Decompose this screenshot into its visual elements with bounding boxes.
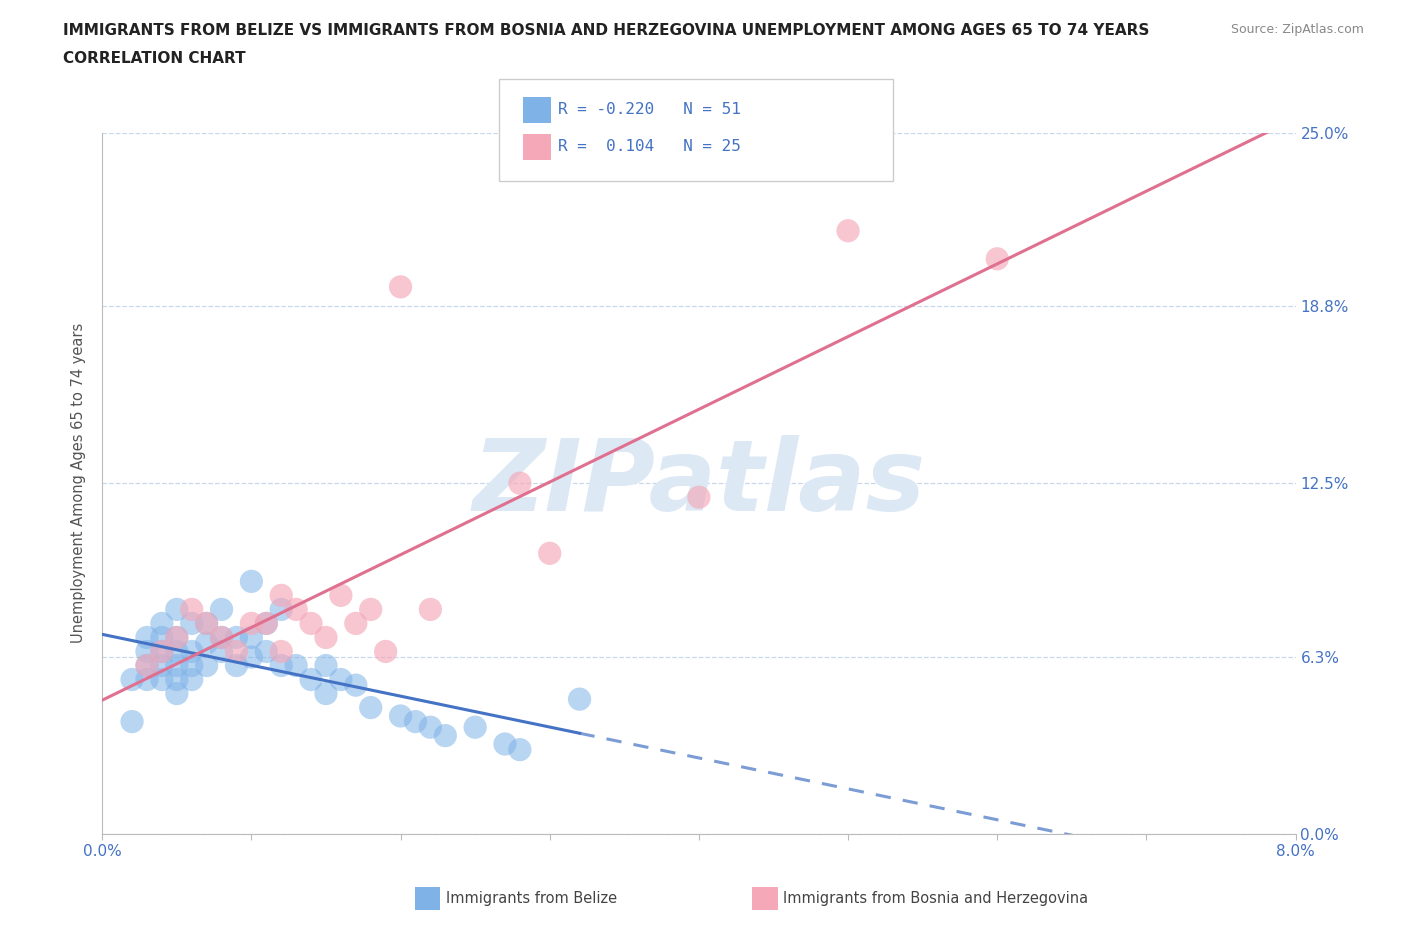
Text: Immigrants from Bosnia and Herzegovina: Immigrants from Bosnia and Herzegovina (783, 891, 1088, 906)
Point (180, 644, 202, 659)
Point (166, 630, 188, 644)
Point (166, 686, 188, 701)
Text: IMMIGRANTS FROM BELIZE VS IMMIGRANTS FROM BOSNIA AND HERZEGOVINA UNEMPLOYMENT AM: IMMIGRANTS FROM BELIZE VS IMMIGRANTS FRO… (63, 23, 1150, 38)
Point (240, 650, 263, 665)
Point (150, 616, 173, 631)
Point (538, 546, 561, 561)
Point (240, 630, 263, 644)
Point (195, 658, 218, 673)
Point (136, 630, 159, 644)
Point (389, 279, 412, 294)
Point (225, 644, 247, 659)
Point (180, 672, 202, 687)
Point (688, 490, 710, 505)
Point (180, 616, 202, 631)
Point (136, 644, 159, 659)
Point (195, 616, 218, 631)
Point (837, 223, 859, 238)
Point (195, 635, 218, 650)
Point (285, 658, 308, 673)
Point (270, 658, 292, 673)
Point (329, 672, 352, 687)
Text: R =  0.104   N = 25: R = 0.104 N = 25 (558, 140, 741, 154)
Point (494, 737, 516, 751)
Point (121, 714, 143, 729)
Point (211, 644, 233, 659)
Point (150, 672, 173, 687)
Point (211, 630, 233, 644)
Point (299, 616, 322, 631)
Point (419, 720, 441, 735)
Point (225, 630, 247, 644)
Point (374, 644, 396, 659)
Point (509, 742, 531, 757)
Point (509, 476, 531, 491)
Point (270, 644, 292, 659)
Point (150, 658, 173, 673)
Point (270, 602, 292, 617)
Point (195, 616, 218, 631)
Point (180, 602, 202, 617)
Point (254, 644, 277, 659)
Text: CORRELATION CHART: CORRELATION CHART (63, 51, 246, 66)
Point (404, 714, 426, 729)
Point (211, 602, 233, 617)
Point (285, 602, 308, 617)
Point (254, 616, 277, 631)
Point (240, 616, 263, 631)
Text: R = -0.220   N = 51: R = -0.220 N = 51 (558, 102, 741, 117)
Text: Source: ZipAtlas.com: Source: ZipAtlas.com (1230, 23, 1364, 36)
Point (166, 630, 188, 644)
Point (166, 644, 188, 659)
Point (166, 672, 188, 687)
Point (166, 658, 188, 673)
Point (986, 251, 1008, 266)
Point (150, 644, 173, 659)
Point (464, 720, 486, 735)
Point (270, 588, 292, 603)
Point (299, 672, 322, 687)
Point (150, 630, 173, 644)
Point (315, 630, 337, 644)
Point (389, 709, 412, 724)
Text: ZIPatlas: ZIPatlas (472, 434, 925, 532)
Point (254, 616, 277, 631)
Point (150, 644, 173, 659)
Point (434, 728, 457, 743)
Point (315, 686, 337, 701)
Point (180, 658, 202, 673)
Point (136, 658, 159, 673)
Point (360, 700, 382, 715)
Point (344, 616, 367, 631)
Point (240, 574, 263, 589)
Point (360, 602, 382, 617)
Point (166, 602, 188, 617)
Point (225, 658, 247, 673)
Point (568, 692, 591, 707)
Point (419, 602, 441, 617)
Point (329, 588, 352, 603)
Text: Immigrants from Belize: Immigrants from Belize (446, 891, 617, 906)
Point (136, 672, 159, 687)
Point (121, 672, 143, 687)
Point (211, 630, 233, 644)
Point (344, 678, 367, 693)
Point (315, 658, 337, 673)
Y-axis label: Unemployment Among Ages 65 to 74 years: Unemployment Among Ages 65 to 74 years (72, 323, 86, 644)
Point (136, 658, 159, 673)
